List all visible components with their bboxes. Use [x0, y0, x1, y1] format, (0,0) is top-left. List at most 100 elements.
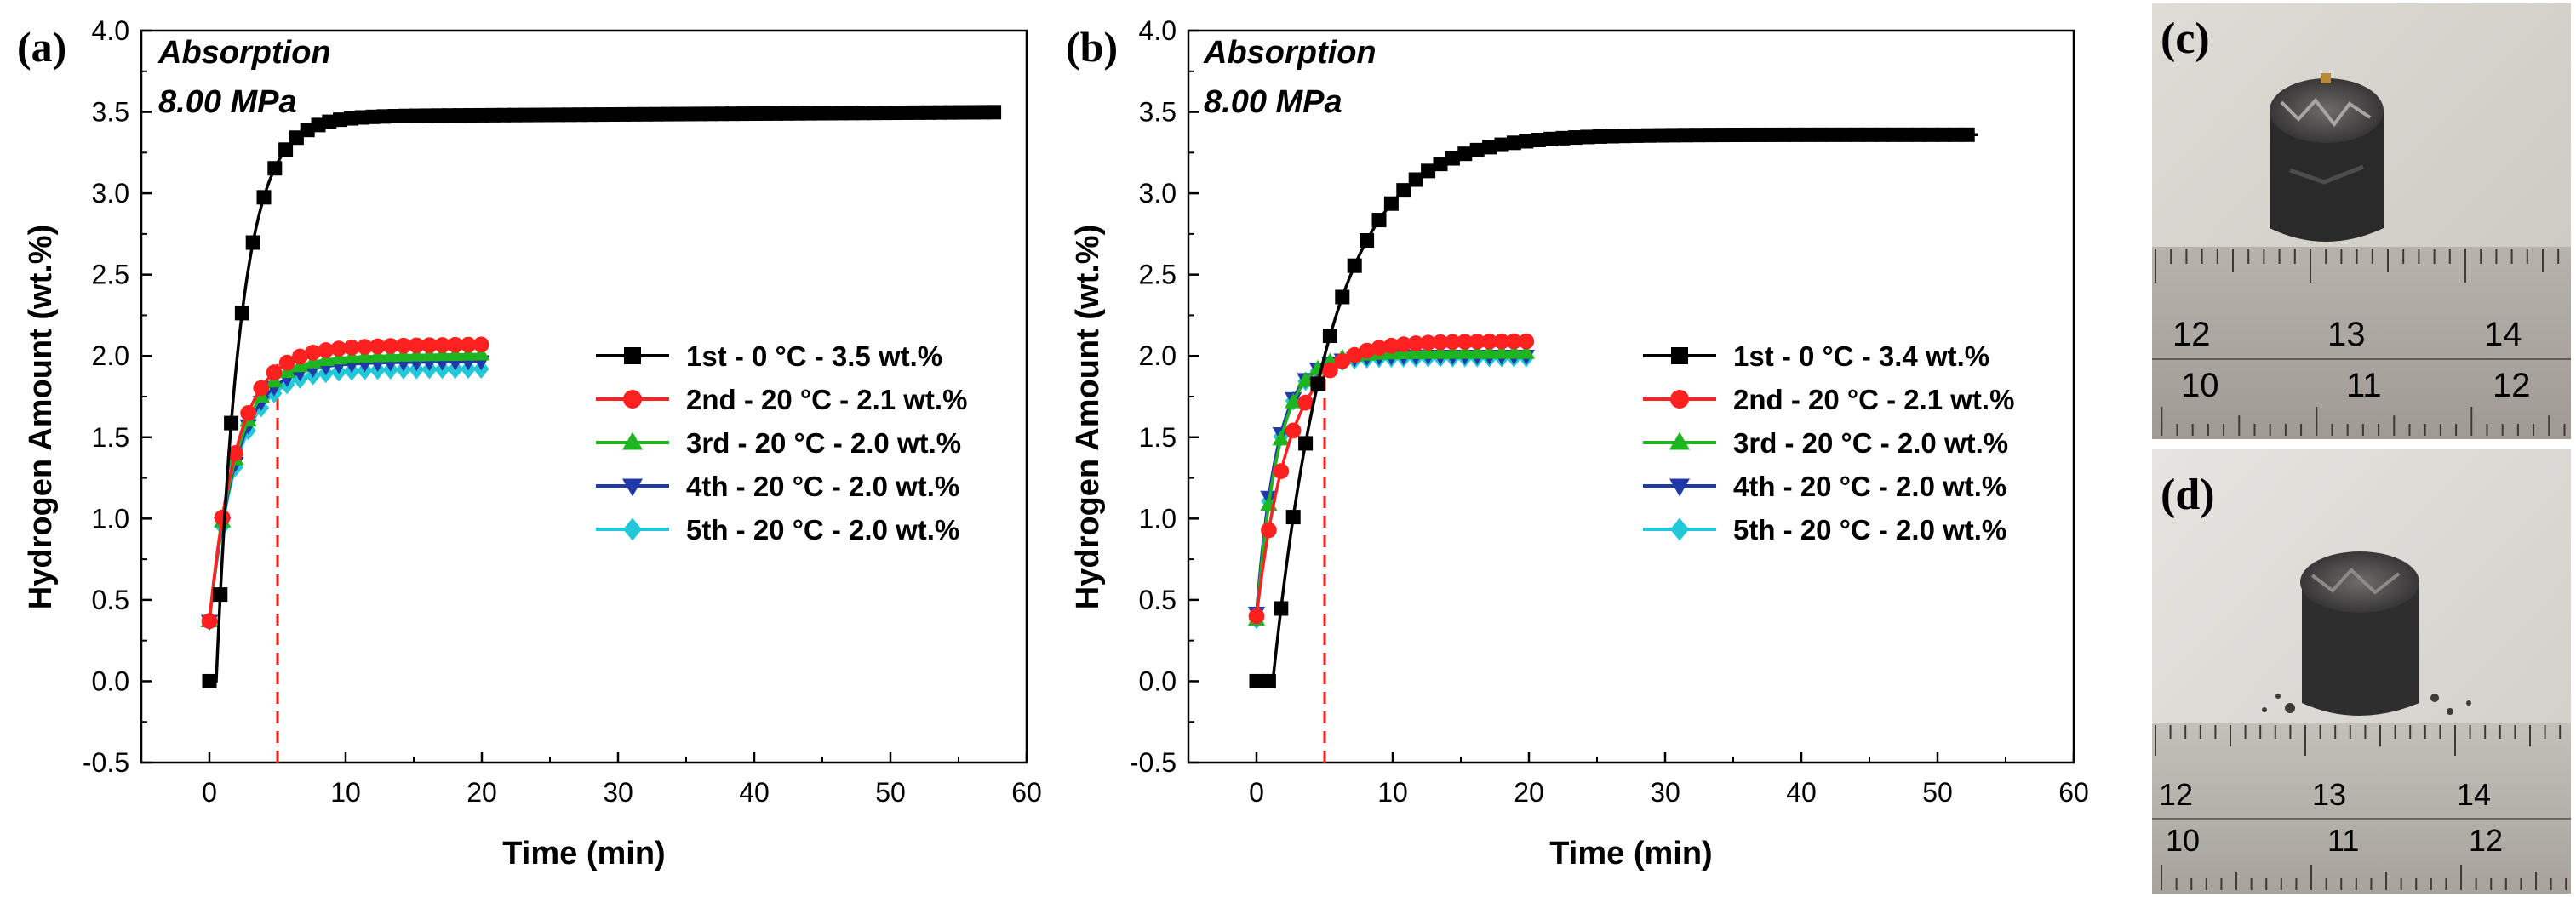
data-point: [253, 380, 270, 397]
series: [1247, 343, 1535, 626]
legend-label: 2nd - 20 °C - 2.1 wt.%: [1733, 384, 2014, 415]
data-point: [1898, 127, 1914, 142]
data-point: [227, 445, 243, 461]
data-point: [899, 105, 914, 120]
data-point: [1567, 130, 1583, 146]
data-point: [551, 107, 566, 123]
series-line: [208, 352, 482, 621]
data-point: [202, 673, 217, 688]
data-point: [395, 337, 412, 354]
data-point: [376, 109, 392, 124]
data-point: [463, 108, 478, 123]
data-point: [1322, 362, 1338, 379]
y-tick-label: -0.5: [83, 747, 129, 778]
data-point: [431, 108, 446, 123]
data-point: [1297, 394, 1314, 411]
data-point: [485, 107, 501, 123]
photo-pellet-after: 12 13 14 10 11 12 (d): [2152, 449, 2571, 894]
data-point: [304, 352, 322, 369]
data-point: [356, 347, 374, 363]
data-point: [329, 349, 348, 365]
data-point: [387, 108, 403, 123]
data-point: [1776, 127, 1791, 142]
data-point: [1517, 343, 1535, 359]
ruler: [2152, 723, 2571, 894]
data-point: [747, 106, 762, 122]
data-point: [496, 107, 512, 123]
data-point: [638, 106, 653, 122]
data-point: [322, 114, 337, 129]
data-point: [1298, 436, 1314, 451]
data-point: [1360, 233, 1375, 249]
data-point: [382, 338, 399, 354]
data-point: [1543, 131, 1559, 146]
data-point: [1407, 335, 1424, 351]
y-tick-label: -0.5: [1130, 747, 1176, 778]
series: [202, 105, 1002, 688]
data-point: [1727, 128, 1743, 143]
data-point: [1432, 334, 1449, 351]
data-point: [214, 509, 231, 526]
data-point: [1431, 343, 1450, 359]
y-tick-label: 3.0: [92, 178, 129, 209]
data-point: [1505, 343, 1523, 359]
data-point: [703, 106, 718, 122]
chart-panel-a: 0 10 20 30 40 50 60 -0.5 0.0 0.5 1.0 1.5 2.0 2.5 3.0 3.…: [17, 15, 1042, 871]
data-point: [1617, 129, 1632, 144]
x-tick-label: 0: [202, 777, 217, 808]
data-point: [330, 340, 347, 357]
data-point: [1789, 127, 1804, 142]
data-point: [421, 337, 438, 354]
data-point: [1481, 333, 1497, 350]
data-point: [1359, 342, 1375, 359]
data-point: [442, 108, 457, 123]
y-tick-label: 3.5: [1139, 97, 1176, 128]
data-point: [245, 235, 260, 250]
data-point: [1492, 343, 1511, 359]
data-point: [1371, 340, 1388, 356]
y-tick-label: 3.0: [1139, 178, 1176, 209]
data-point: [1800, 127, 1816, 142]
data-point: [507, 107, 522, 123]
data-point: [1519, 134, 1534, 149]
data-point: [1480, 343, 1498, 359]
data-point: [1960, 127, 1975, 142]
data-point: [615, 106, 631, 122]
y-tick-label: 0.5: [92, 585, 129, 615]
data-point: [318, 342, 335, 358]
y-tick-label: 2.5: [92, 260, 129, 290]
data-point: [1408, 172, 1423, 187]
data-point: [660, 106, 675, 122]
x-axis-label: Time (min): [502, 836, 665, 871]
data-point: [459, 345, 478, 361]
data-point: [1274, 601, 1289, 616]
data-point: [289, 130, 304, 146]
data-point: [267, 161, 283, 176]
ruler-number: 13: [2312, 777, 2346, 812]
data-point: [1580, 129, 1595, 145]
x-tick-label: 40: [739, 777, 770, 808]
ruler-number: 12: [2469, 823, 2503, 858]
data-point: [1862, 127, 1877, 142]
data-point: [1555, 130, 1571, 146]
data-point: [201, 613, 218, 630]
data-point: [867, 106, 882, 121]
data-point: [1457, 146, 1473, 162]
data-point: [942, 105, 958, 120]
data-point: [1468, 343, 1486, 359]
annotation-pressure: 8.00 MPa: [158, 84, 297, 120]
data-point: [670, 106, 685, 122]
data-point: [1457, 334, 1474, 350]
ruler-number: 13: [2327, 316, 2366, 353]
series-line: [1255, 340, 1529, 617]
data-point: [965, 105, 980, 120]
data-point: [354, 110, 369, 125]
data-point: [460, 336, 477, 353]
data-point: [627, 106, 642, 122]
data-point: [333, 112, 348, 128]
data-point: [317, 351, 335, 367]
data-point: [1666, 128, 1681, 143]
y-tick-label: 3.5: [92, 97, 129, 128]
legend-marker: [622, 431, 643, 450]
